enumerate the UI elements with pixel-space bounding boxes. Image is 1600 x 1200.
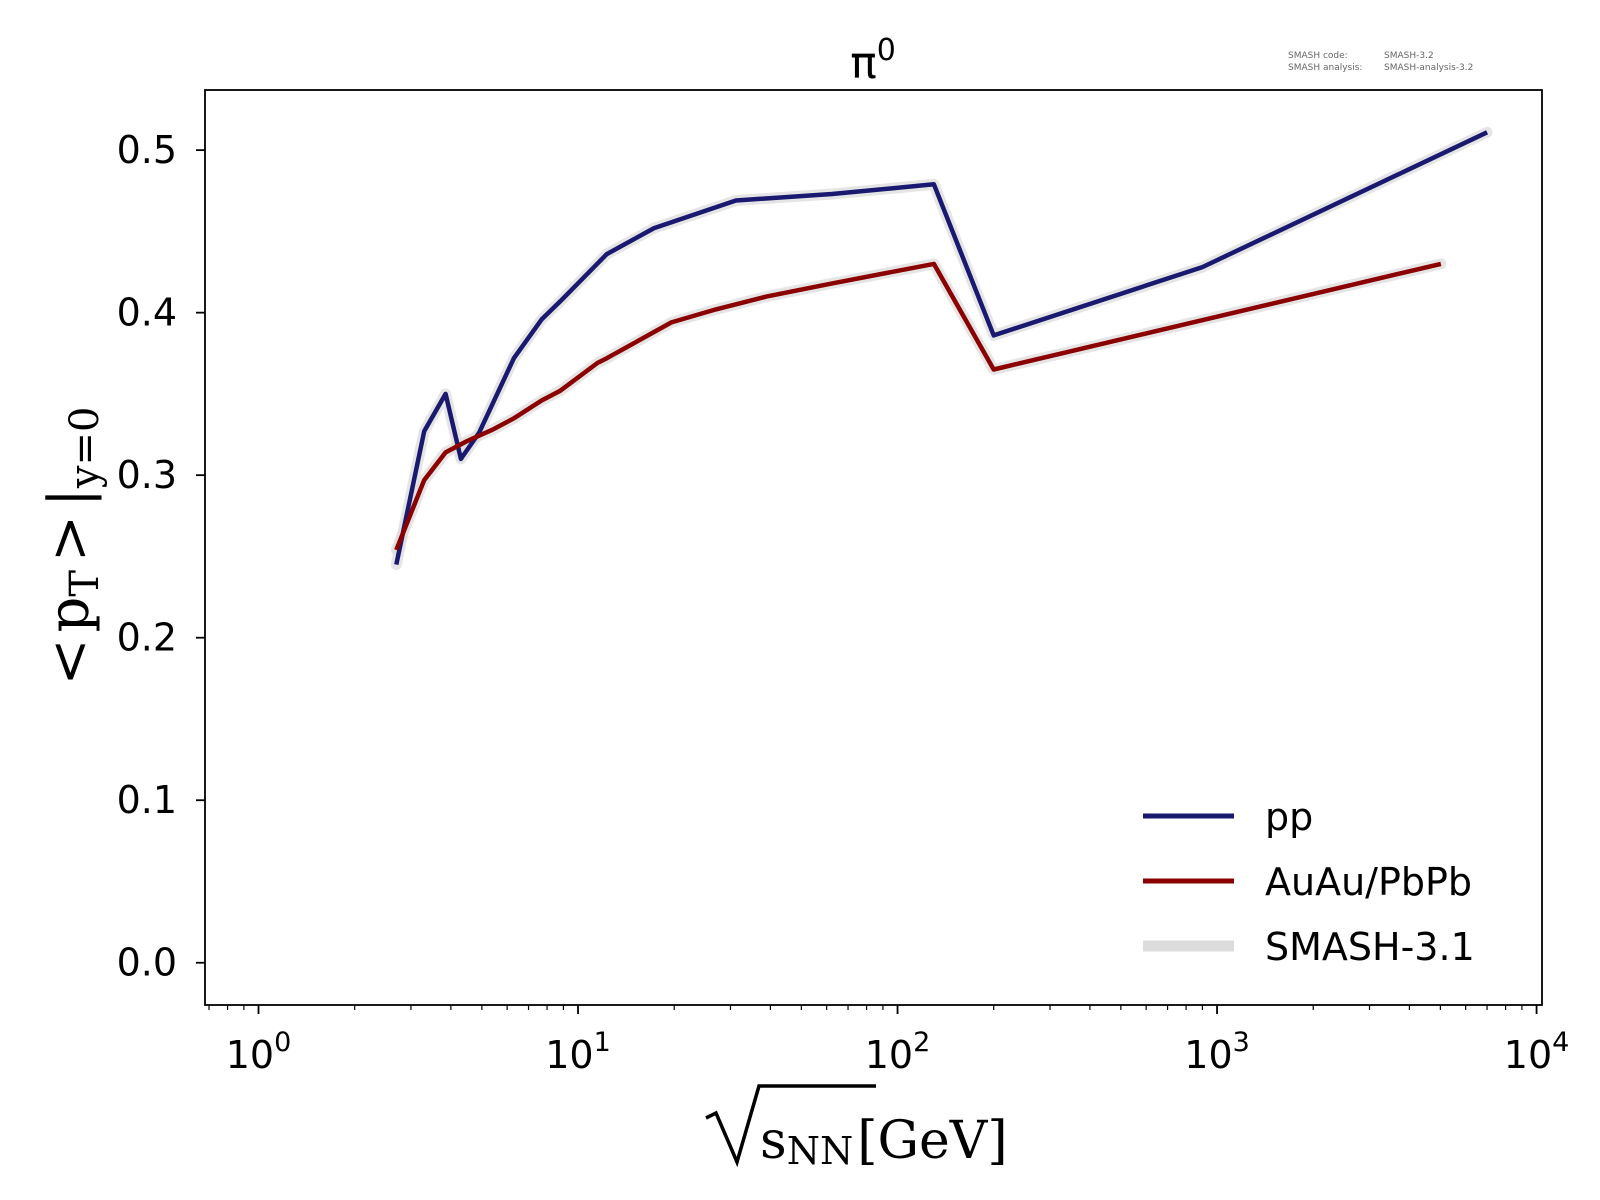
plot-frame bbox=[204, 89, 1543, 1006]
smash-version-stamp: SMASH code: SMASH-3.2 SMASH analysis: SM… bbox=[1288, 51, 1473, 73]
y-axis-label-bar: | bbox=[37, 488, 102, 507]
series-line-auau-pbpb bbox=[394, 261, 1442, 551]
y-axis-label-p-sub: T bbox=[62, 570, 108, 597]
x-tick-label: 102 bbox=[865, 1027, 931, 1077]
legend: pp AuAu/PbPb SMASH-3.1 bbox=[1143, 795, 1475, 969]
legend-label-pp: pp bbox=[1265, 795, 1313, 839]
x-axis-label-unit: [GeV] bbox=[857, 1111, 1007, 1171]
stamp-code-value: SMASH-3.2 bbox=[1384, 51, 1434, 61]
legend-label-smash: SMASH-3.1 bbox=[1265, 925, 1475, 969]
y-tick-label: 0.1 bbox=[117, 778, 177, 822]
y-axis-label-p: p bbox=[37, 597, 102, 633]
x-tick-label: 104 bbox=[1504, 1027, 1570, 1077]
y-axis-label-lt: < bbox=[37, 638, 102, 685]
x-axis-label-text: sNN[GeV] bbox=[760, 1111, 1008, 1173]
y-axis-label-sub: y=0 bbox=[62, 407, 108, 490]
y-axis-label: < pT > |y=0 bbox=[37, 407, 108, 686]
chart-title: π0 bbox=[850, 33, 896, 89]
svg-text:<pT>|y=0: < pT > |y=0 bbox=[37, 407, 108, 686]
stamp-analysis-value: SMASH-analysis-3.2 bbox=[1384, 63, 1473, 73]
x-axis-label: sNN[GeV] bbox=[705, 1084, 1008, 1173]
y-axis-label-gt: > bbox=[37, 515, 102, 562]
series-line-pp bbox=[394, 130, 1489, 566]
chart-title-base: π bbox=[850, 38, 877, 89]
y-axis: 0.0 0.1 0.2 0.3 0.4 0.5 bbox=[117, 128, 205, 985]
y-tick-label: 0.3 bbox=[117, 453, 177, 497]
y-tick-label: 0.5 bbox=[117, 128, 177, 172]
stamp-code-label: SMASH code: bbox=[1288, 51, 1348, 61]
plot-series bbox=[390, 126, 1493, 571]
x-tick-label: 100 bbox=[226, 1027, 292, 1077]
y-tick-label: 0.2 bbox=[117, 616, 177, 660]
x-axis: 100 101 102 103 104 bbox=[208, 1005, 1570, 1077]
x-tick-label: 103 bbox=[1184, 1027, 1250, 1077]
x-tick-label: 101 bbox=[545, 1027, 611, 1077]
sqrt-sign-icon bbox=[705, 1084, 876, 1168]
stamp-analysis-label: SMASH analysis: bbox=[1288, 63, 1362, 73]
y-tick-label: 0.4 bbox=[117, 291, 177, 335]
y-tick-label: 0.0 bbox=[117, 941, 177, 985]
chart-title-sup: 0 bbox=[877, 33, 896, 68]
x-axis-label-sub: NN bbox=[787, 1129, 854, 1173]
legend-label-auau: AuAu/PbPb bbox=[1265, 860, 1472, 904]
x-axis-label-base: s bbox=[760, 1111, 787, 1171]
smash-band-line-0 bbox=[390, 126, 1493, 571]
